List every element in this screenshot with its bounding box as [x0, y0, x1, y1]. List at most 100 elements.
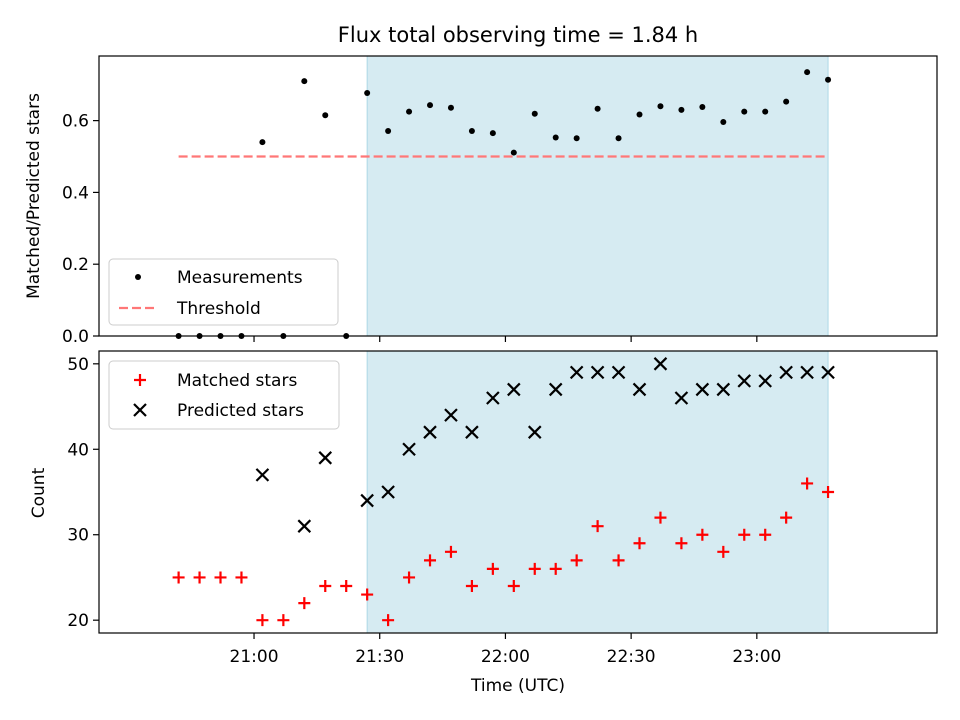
matched-star-point [403, 571, 416, 584]
legend-box [108, 258, 339, 326]
legend-box [108, 360, 340, 430]
predicted-star-point [821, 365, 835, 380]
predicted-star-point [590, 365, 605, 380]
matched-star-point [486, 562, 499, 575]
predicted-star-point [423, 425, 437, 439]
measurement-point [385, 128, 392, 135]
predicted-star-point [465, 425, 479, 439]
bottom-legend: Matched stars Predicted stars [108, 360, 340, 430]
measurement-point [427, 102, 434, 109]
measurement-point [406, 108, 413, 115]
y-tick-label: 40 [67, 440, 89, 460]
measurement-point [762, 108, 769, 115]
predicted-star-point [758, 374, 772, 388]
matched-star-point [717, 545, 730, 558]
measurement-point [531, 110, 538, 117]
predicted-star-point [632, 382, 647, 397]
predicted-star-point [674, 391, 689, 405]
observing-interval-shade [366, 350, 829, 634]
measurement-point [301, 78, 308, 85]
measurement-point [468, 128, 475, 135]
matched-star-point [298, 597, 311, 610]
measurement-point [510, 149, 517, 156]
predicted-star-point [486, 391, 500, 405]
y-tick-label: 50 [67, 355, 89, 375]
matched-star-point [570, 554, 583, 567]
matched-star-point [633, 537, 646, 550]
y-tick-label: 0.6 [62, 112, 89, 132]
predicted-star-point [800, 365, 814, 380]
matched-star-point [591, 520, 604, 533]
bottom-x-axis: 21:00 21:30 22:00 22:30 23:00 [230, 633, 781, 667]
measurement-point [720, 119, 727, 126]
matched-star-point [172, 571, 185, 584]
y-tick-label: 0.4 [62, 183, 89, 203]
legend-label-measurements: Measurements [177, 268, 303, 288]
predicted-star-point [527, 425, 542, 439]
matched-star-point [444, 545, 457, 558]
measurement-point [447, 104, 454, 111]
predicted-star-point [318, 451, 333, 465]
matched-star-point [361, 588, 374, 601]
measurement-point [636, 111, 643, 118]
x-tick-label: 22:00 [481, 647, 530, 667]
matched-star-point [780, 511, 793, 524]
top-marks [175, 69, 832, 339]
legend-marker-measurements [135, 274, 141, 280]
measurement-point [741, 108, 748, 115]
measurement-point [259, 139, 266, 146]
measurement-point [804, 69, 811, 76]
x-tick-label: 21:30 [355, 647, 404, 667]
measurement-point [783, 98, 790, 105]
legend-label-matched: Matched stars [177, 371, 297, 391]
predicted-star-point [569, 365, 584, 380]
x-tick-label: 23:00 [732, 647, 781, 667]
x-tick-label: 21:00 [230, 647, 279, 667]
predicted-star-point [297, 519, 312, 533]
predicted-star-point [381, 485, 395, 499]
legend-marker-predicted [133, 403, 147, 417]
observing-interval-shade [366, 55, 829, 337]
top-legend: Measurements Threshold [108, 258, 339, 326]
measurement-point [615, 135, 622, 142]
predicted-star-point [444, 408, 458, 422]
measurement-point [552, 134, 559, 141]
legend-label-threshold: Threshold [176, 299, 261, 319]
matched-star-point [654, 511, 667, 524]
measurement-point [489, 130, 496, 137]
matched-star-point [507, 580, 520, 592]
top-axes-frame [98, 55, 938, 337]
measurement-point [322, 112, 329, 119]
top-panel: 0.0 0.2 0.4 0.6 Matched/Predicted stars Mea… [24, 55, 938, 347]
measurement-point [657, 103, 664, 110]
matched-star-point [612, 554, 625, 567]
matched-star-point [277, 614, 290, 627]
bottom-marks [172, 357, 835, 627]
matched-star-point [256, 614, 269, 627]
matched-star-point [759, 528, 772, 541]
matched-star-point [738, 528, 751, 541]
matched-star-point [235, 571, 248, 584]
predicted-star-point [360, 493, 374, 508]
matched-star-point [382, 614, 395, 627]
bottom-y-axis: 20 30 40 50 [67, 355, 99, 631]
measurement-point [594, 105, 601, 112]
matched-star-point [465, 580, 478, 592]
matched-star-point [801, 477, 814, 490]
predicted-star-point [695, 382, 710, 397]
matched-star-point [340, 580, 353, 592]
predicted-star-point [507, 382, 521, 397]
predicted-star-point [716, 382, 731, 397]
y-tick-label: 0.0 [62, 327, 89, 347]
predicted-star-point [255, 468, 270, 482]
top-x-ticks [253, 336, 758, 342]
predicted-star-point [611, 365, 626, 380]
matched-star-point [319, 580, 332, 592]
bottom-axes-frame [98, 350, 938, 634]
bottom-panel: 20 30 40 50 21:00 21:30 22:00 22:30 23:00 Count… [29, 350, 938, 696]
matched-star-point [528, 562, 541, 575]
y-tick-label: 30 [67, 526, 89, 546]
matched-star-point [822, 486, 835, 498]
x-tick-label: 22:30 [607, 647, 656, 667]
